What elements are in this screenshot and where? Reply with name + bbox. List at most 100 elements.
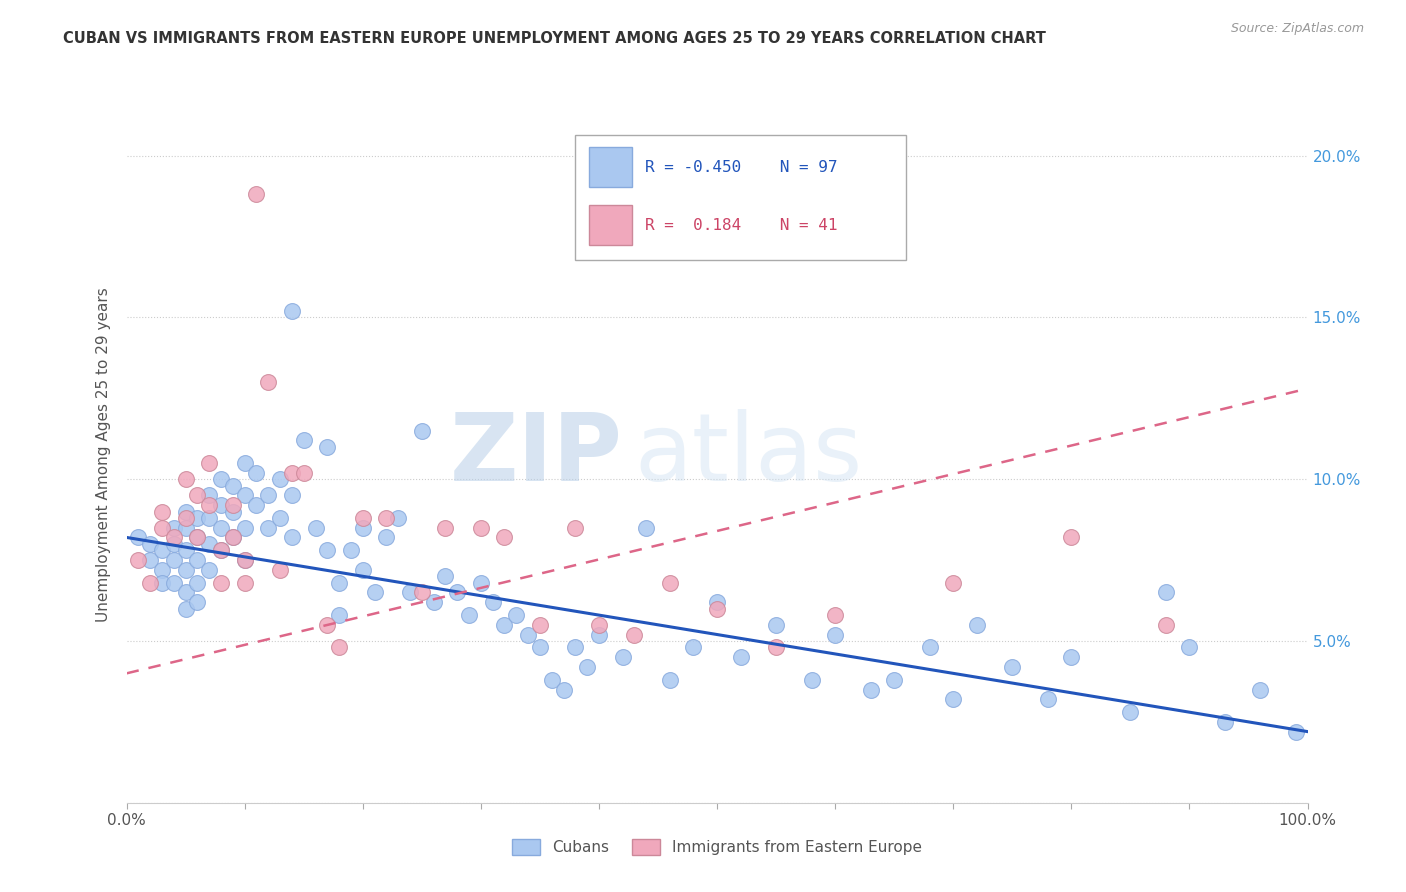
Point [399, 585, 422, 599]
Point [127, 531, 149, 545]
Point [281, 531, 304, 545]
Point [494, 617, 516, 632]
Point [375, 531, 398, 545]
Point [363, 585, 385, 599]
Point [765, 617, 787, 632]
Point [292, 466, 315, 480]
Point [150, 521, 173, 535]
Point [1285, 724, 1308, 739]
Point [174, 472, 197, 486]
Point [966, 617, 988, 632]
Point [658, 673, 681, 687]
Point [1036, 692, 1059, 706]
Point [281, 488, 304, 502]
Point [174, 543, 197, 558]
Point [553, 682, 575, 697]
Point [352, 511, 374, 525]
Point [186, 531, 208, 545]
Point [245, 187, 267, 202]
Point [636, 521, 658, 535]
Point [411, 585, 433, 599]
Point [198, 456, 221, 470]
Point [576, 660, 599, 674]
Point [517, 627, 540, 641]
Point [186, 553, 208, 567]
Point [375, 511, 398, 525]
Point [588, 617, 610, 632]
Point [209, 543, 232, 558]
Text: atlas: atlas [634, 409, 863, 501]
Point [918, 640, 941, 655]
Point [328, 608, 350, 623]
Point [150, 563, 173, 577]
Point [222, 498, 245, 512]
Point [588, 627, 610, 641]
Point [800, 673, 823, 687]
Point [340, 543, 363, 558]
Point [186, 488, 208, 502]
Point [494, 531, 516, 545]
Text: Source: ZipAtlas.com: Source: ZipAtlas.com [1230, 22, 1364, 36]
Point [174, 585, 197, 599]
Point [540, 673, 562, 687]
Text: ZIP: ZIP [450, 409, 623, 501]
Point [682, 640, 704, 655]
Point [529, 617, 551, 632]
Point [612, 650, 634, 665]
Point [1154, 585, 1177, 599]
Point [942, 692, 965, 706]
Point [209, 472, 232, 486]
Point [139, 575, 162, 590]
Point [198, 537, 221, 551]
Point [1060, 531, 1083, 545]
Point [163, 531, 186, 545]
Point [245, 498, 267, 512]
Point [1001, 660, 1024, 674]
Point [824, 608, 846, 623]
Point [470, 521, 492, 535]
Point [233, 553, 256, 567]
Point [174, 601, 197, 615]
Point [564, 640, 586, 655]
Point [942, 575, 965, 590]
Y-axis label: Unemployment Among Ages 25 to 29 years: Unemployment Among Ages 25 to 29 years [96, 287, 111, 623]
Point [233, 456, 256, 470]
Point [505, 608, 527, 623]
Point [139, 553, 162, 567]
Point [316, 617, 339, 632]
Point [411, 424, 433, 438]
Legend: Cubans, Immigrants from Eastern Europe: Cubans, Immigrants from Eastern Europe [506, 833, 928, 862]
Point [209, 575, 232, 590]
Point [269, 511, 291, 525]
Point [328, 575, 350, 590]
Point [163, 553, 186, 567]
Point [198, 563, 221, 577]
Point [316, 440, 339, 454]
Point [198, 488, 221, 502]
Point [824, 627, 846, 641]
Point [222, 531, 245, 545]
Point [150, 504, 173, 518]
Point [883, 673, 905, 687]
Point [304, 521, 326, 535]
Point [257, 488, 280, 502]
Point [1213, 714, 1236, 729]
Point [446, 585, 468, 599]
Text: CUBAN VS IMMIGRANTS FROM EASTERN EUROPE UNEMPLOYMENT AMONG AGES 25 TO 29 YEARS C: CUBAN VS IMMIGRANTS FROM EASTERN EUROPE … [63, 31, 1046, 46]
Point [434, 569, 457, 583]
Point [658, 575, 681, 590]
Point [174, 521, 197, 535]
Point [292, 434, 315, 448]
Point [186, 575, 208, 590]
Point [706, 595, 728, 609]
Point [434, 521, 457, 535]
Point [328, 640, 350, 655]
Point [186, 511, 208, 525]
Point [730, 650, 752, 665]
Point [422, 595, 444, 609]
Point [222, 531, 245, 545]
Point [269, 563, 291, 577]
Point [198, 498, 221, 512]
Point [186, 531, 208, 545]
Point [257, 375, 280, 389]
